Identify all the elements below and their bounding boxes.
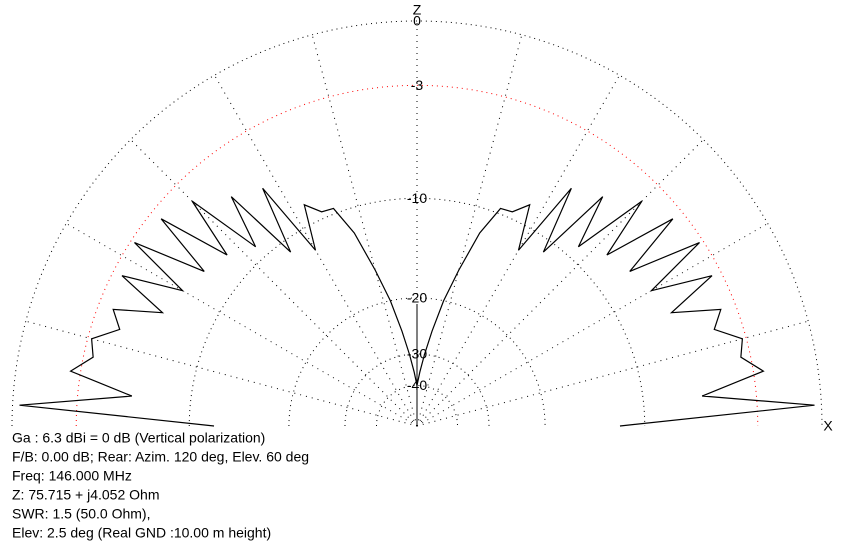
grid-ring (11, 20, 823, 427)
info-line: Z: 75.715 + j4.052 Ohm (12, 487, 159, 503)
info-line: Ga : 6.3 dBi = 0 dB (Vertical polarizati… (12, 430, 265, 446)
info-line: Freq: 146.000 MHz (12, 468, 132, 484)
x-axis-label: X (823, 418, 833, 434)
info-line: F/B: 0.00 dB; Rear: Azim. 120 deg, Elev.… (12, 449, 309, 465)
z-axis-label: Z (413, 2, 422, 18)
r-tick-label: -20 (407, 290, 427, 306)
r-tick-label: -3 (411, 77, 424, 93)
r-tick-label: -10 (407, 190, 427, 206)
pattern-line (19, 187, 815, 427)
grid-ring (188, 197, 646, 427)
r-tick-label: 0 (413, 13, 421, 29)
info-line: Elev: 2.5 deg (Real GND :10.00 m height) (12, 525, 271, 541)
info-line: SWR: 1.5 (50.0 Ohm), (12, 506, 150, 522)
grid-ring (288, 297, 546, 427)
